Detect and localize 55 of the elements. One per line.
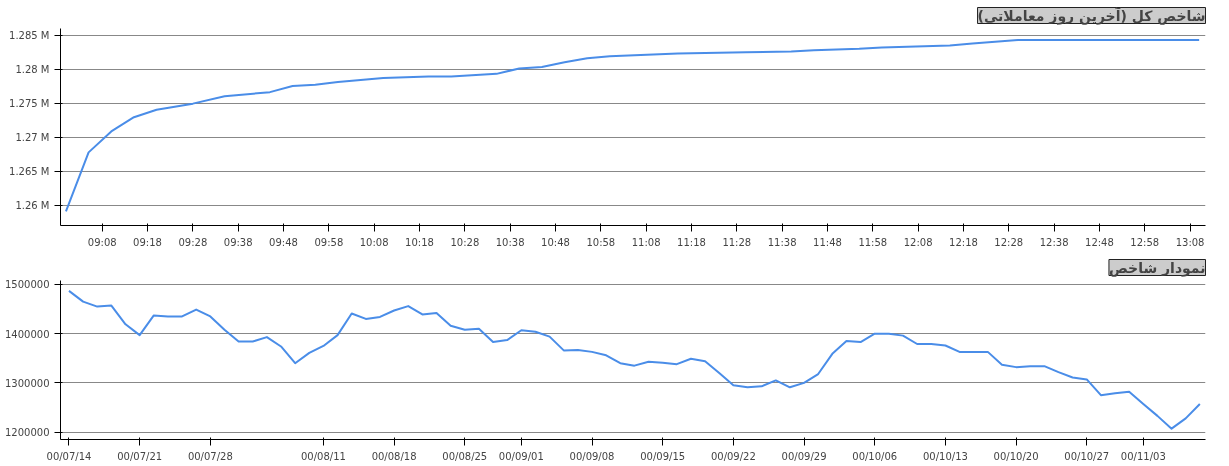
- y-tick-label: 1500000: [4, 279, 50, 291]
- x-tick-label: 12:58: [1130, 236, 1160, 248]
- x-tick-label: 09:08: [87, 236, 117, 248]
- x-tick-label: 00/09/29: [781, 450, 827, 462]
- y-tick-label: 1200000: [4, 427, 50, 439]
- x-tick-label: 12:28: [994, 236, 1024, 248]
- y-tick-label: 1.28 M: [15, 64, 50, 76]
- y-tick-label: 1400000: [4, 328, 50, 340]
- x-tick-label: 00/09/22: [710, 450, 756, 462]
- x-tick-label: 11:18: [677, 236, 706, 248]
- y-tick-label: 1.275 M: [9, 98, 50, 110]
- x-tick-label: 00/10/06: [852, 450, 898, 462]
- x-tick-label: 09:18: [133, 236, 162, 248]
- x-tick-label: 00/09/01: [498, 450, 544, 462]
- x-tick-label: 11:08: [631, 236, 661, 248]
- x-tick-label: 00/10/27: [1064, 450, 1110, 462]
- y-tick-label: 1.26 M: [15, 199, 50, 211]
- y-tick-label: 1.27 M: [15, 131, 50, 143]
- x-tick-label: 10:58: [586, 236, 616, 248]
- x-tick-label: 00/08/11: [300, 450, 346, 462]
- x-tick-label: 10:48: [541, 236, 570, 248]
- y-tick-label: 1.285 M: [9, 30, 50, 42]
- x-tick-label: 00/07/21: [117, 450, 163, 462]
- chart-title: شاخص کل (آخرین روز معاملاتی): [977, 6, 1206, 25]
- x-tick-label: 00/09/08: [569, 450, 615, 462]
- x-tick-label: 00/10/20: [993, 450, 1039, 462]
- x-tick-label: 10:08: [359, 236, 389, 248]
- x-tick-label: 00/10/13: [922, 450, 968, 462]
- x-tick-label: 12:08: [903, 236, 933, 248]
- x-tick-label: 11:58: [858, 236, 888, 248]
- x-tick-label: 00/09/15: [640, 450, 686, 462]
- x-tick-label: 10:18: [405, 236, 434, 248]
- x-tick-label: 13:08: [1175, 236, 1205, 248]
- x-tick-label: 09:28: [178, 236, 208, 248]
- x-tick-label: 09:58: [314, 236, 344, 248]
- y-tick-label: 1300000: [4, 377, 50, 389]
- x-tick-label: 09:38: [223, 236, 253, 248]
- x-tick-label: 12:48: [1085, 236, 1114, 248]
- x-tick-label: 00/08/25: [442, 450, 488, 462]
- x-tick-label: 00/07/14: [46, 450, 92, 462]
- x-tick-label: 11:48: [813, 236, 842, 248]
- x-tick-label: 12:38: [1039, 236, 1069, 248]
- x-tick-label: 00/11/03: [1120, 450, 1166, 462]
- line-series: [64, 39, 1201, 213]
- x-tick-label: 12:18: [949, 236, 978, 248]
- x-tick-label: 10:28: [450, 236, 480, 248]
- chart-title: نمودار شاخص: [1108, 259, 1206, 277]
- x-tick-label: 10:38: [495, 236, 525, 248]
- x-tick-label: 11:38: [767, 236, 797, 248]
- line-series: [67, 289, 1201, 430]
- x-tick-label: 00/08/18: [371, 450, 417, 462]
- x-tick-label: 00/07/28: [187, 450, 233, 462]
- x-tick-label: 11:28: [722, 236, 752, 248]
- x-tick-label: 09:48: [269, 236, 298, 248]
- y-tick-label: 1.265 M: [9, 165, 50, 177]
